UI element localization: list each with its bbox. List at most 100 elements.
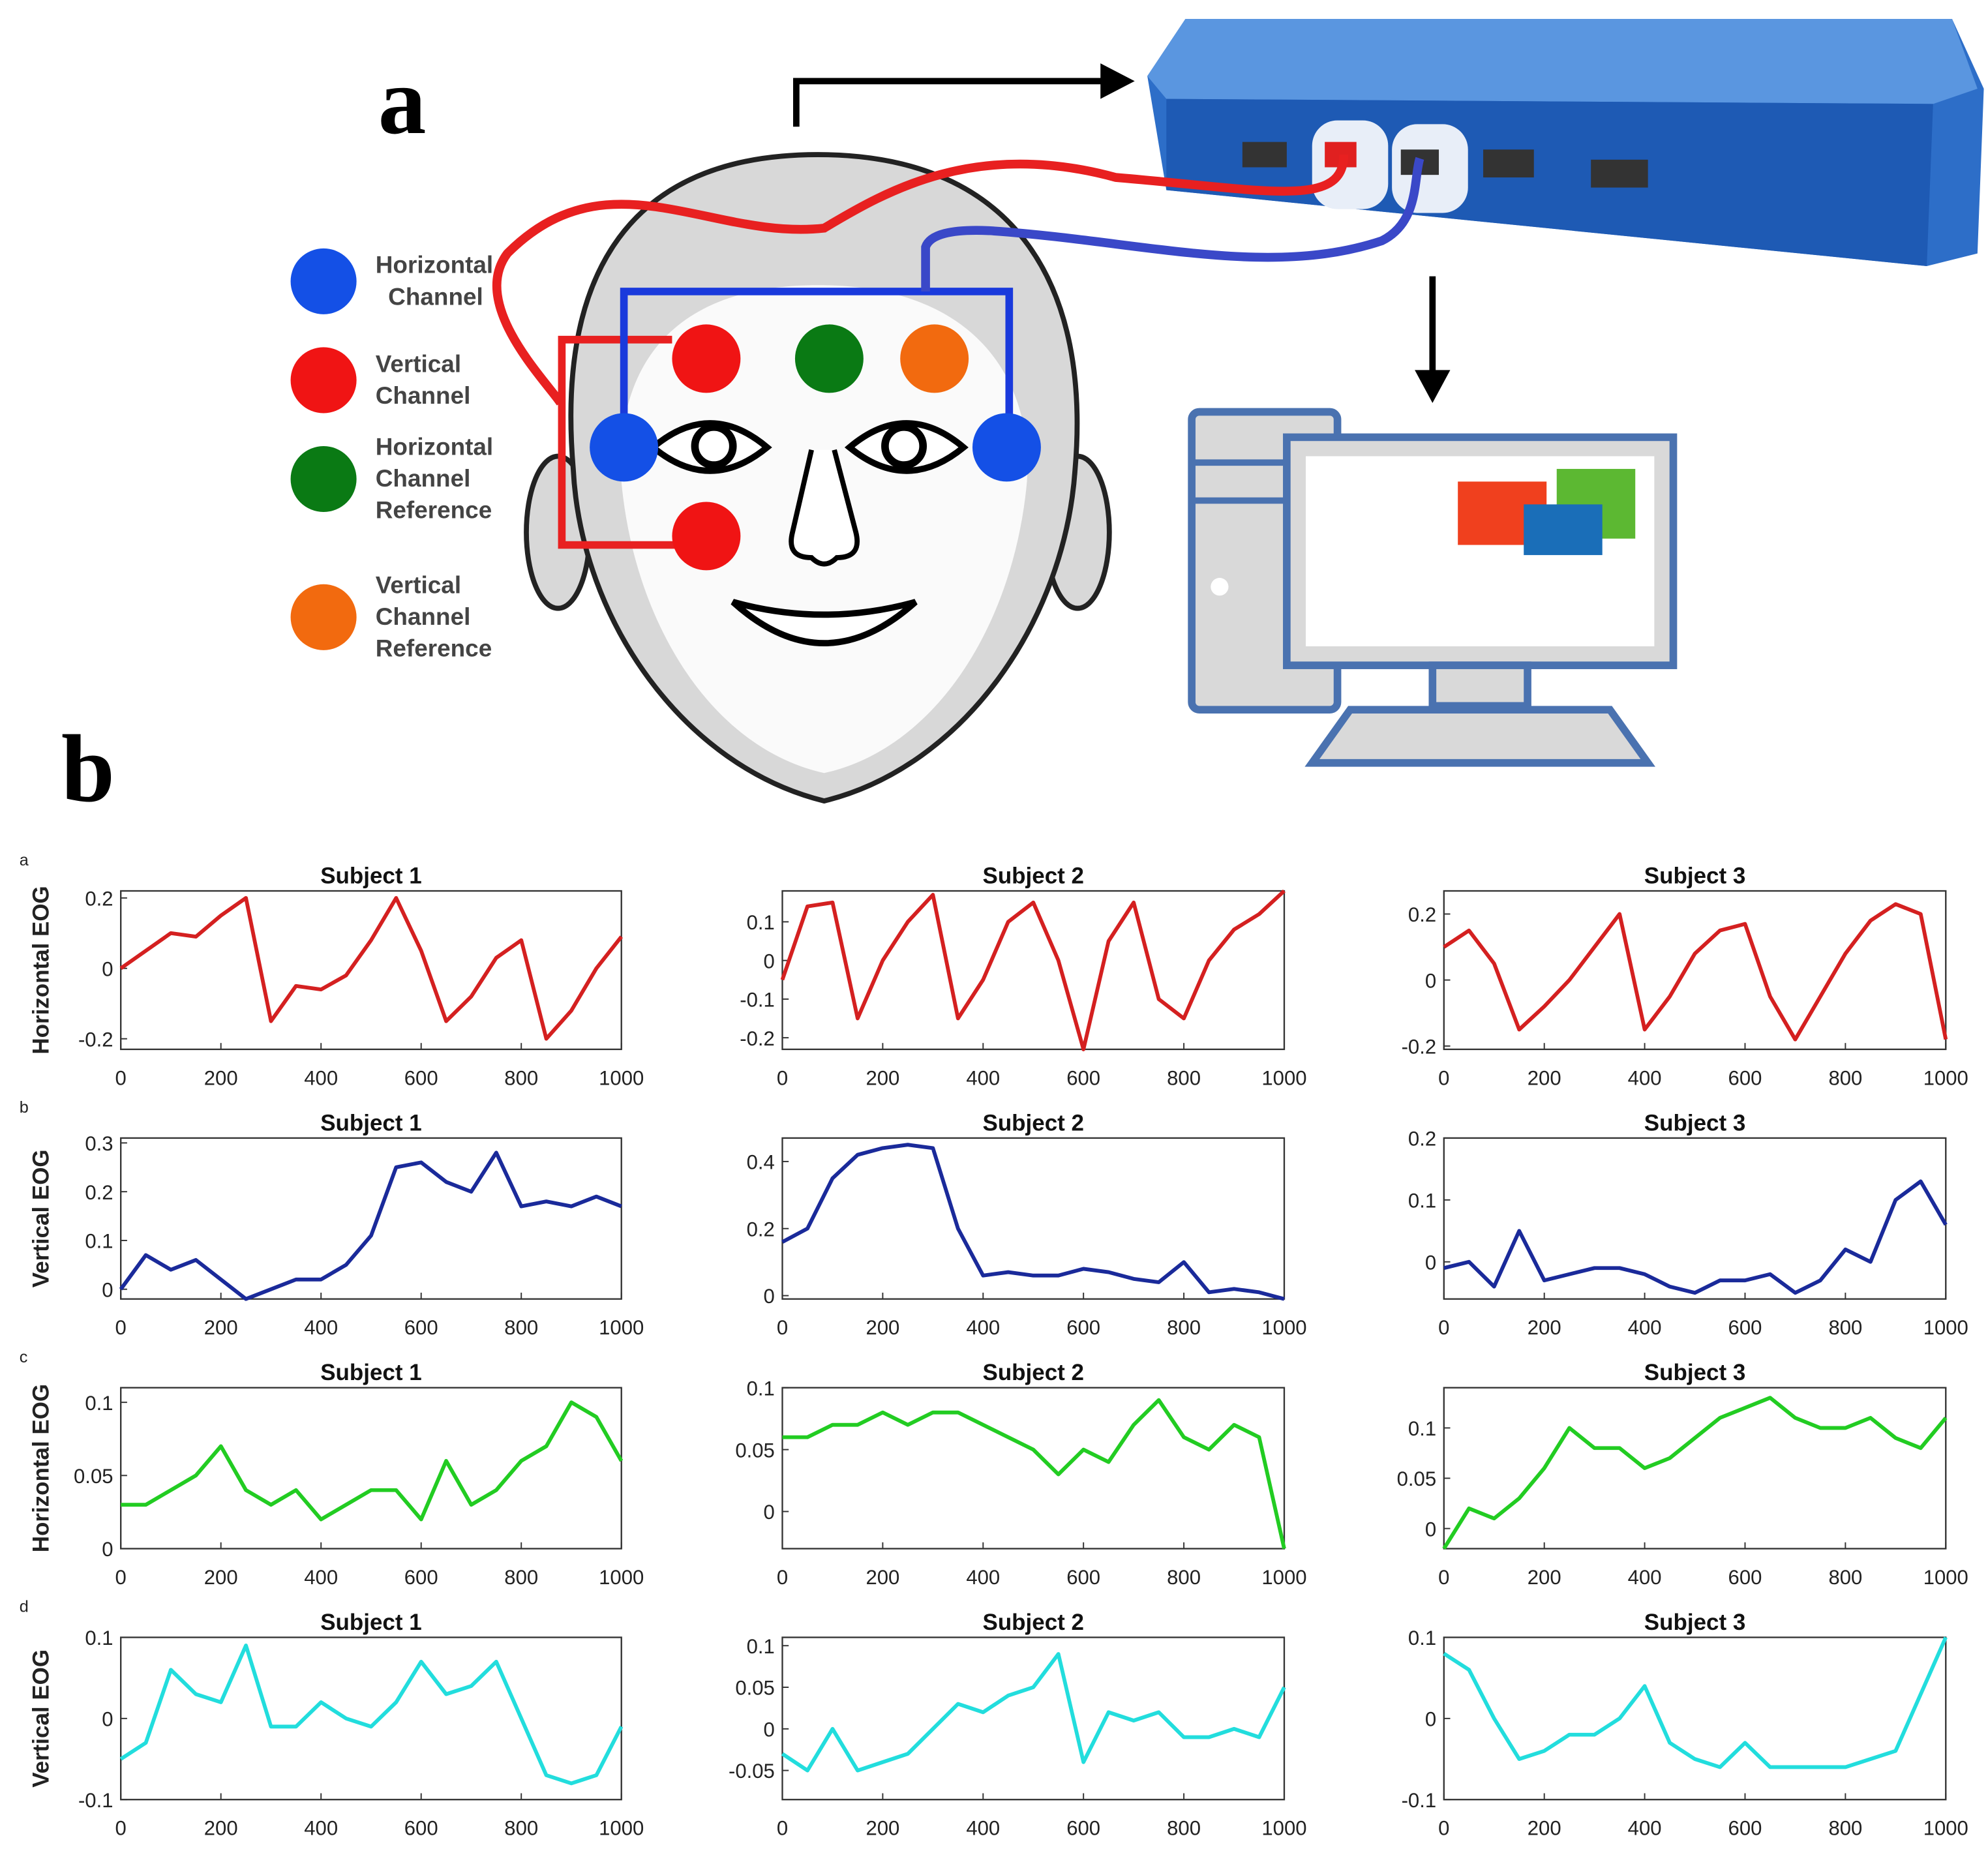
y-tick-label: -0.2 [1402, 1035, 1437, 1058]
x-tick-label: 200 [1528, 1316, 1561, 1339]
x-tick-label: 600 [1728, 1566, 1762, 1589]
x-tick-label: 1000 [1261, 1316, 1306, 1339]
plot-area [781, 1137, 1286, 1300]
x-tick-label: 800 [1167, 1817, 1201, 1840]
wire [492, 154, 1349, 406]
x-tick-label: 600 [404, 1566, 438, 1589]
y-tick-label: 0 [764, 1718, 775, 1741]
wire [921, 157, 1424, 292]
y-tick-label: 0.2 [747, 1218, 775, 1240]
plot-area [781, 1636, 1286, 1801]
x-tick-label: 600 [1728, 1066, 1762, 1089]
chart: 0 200 400 600 800 1000 0 0.05 0.1 Subject 3 [1397, 1360, 1968, 1589]
legend-label: Channel [388, 283, 483, 310]
data-line [121, 1400, 624, 1522]
x-tick-label: 200 [204, 1066, 238, 1089]
legend-label: Horizontal [376, 252, 493, 278]
stand [1428, 661, 1531, 710]
x-tick-label: 200 [1528, 1066, 1561, 1089]
electrode [672, 502, 741, 571]
arrowhead [1100, 63, 1135, 99]
plot-area [120, 890, 622, 1051]
y-tick-label: 0.1 [85, 1392, 113, 1415]
y-tick-label: 0 [102, 1278, 113, 1301]
y-tick-label: 0 [102, 1708, 113, 1731]
y-tick-label: 0.1 [1408, 1627, 1436, 1649]
y-tick-label: -0.1 [1402, 1789, 1437, 1812]
legend-marker [290, 584, 357, 650]
x-tick-label: 200 [204, 1316, 238, 1339]
x-tick-label: 1000 [1923, 1066, 1968, 1089]
plot-area [120, 1387, 622, 1550]
data-line [781, 1143, 1285, 1301]
y-tick-label: 0.2 [85, 1181, 113, 1204]
x-tick-label: 0 [115, 1066, 127, 1089]
x-tick-label: 800 [1167, 1566, 1201, 1589]
chart-title: Subject 1 [320, 1110, 421, 1135]
x-tick-label: 200 [866, 1566, 899, 1589]
port [1483, 149, 1534, 178]
x-tick-label: 1000 [599, 1316, 644, 1339]
panel-label: b [61, 715, 115, 822]
x-tick-label: 0 [115, 1566, 127, 1589]
electrode [590, 413, 659, 482]
x-tick-label: 0 [1438, 1316, 1449, 1339]
legend-label: Vertical [376, 350, 461, 377]
chart: 0 200 400 600 800 1000 0 0.1 0.2 0.3 Subject 1 Vert… [20, 1098, 644, 1339]
chart: 0 200 400 600 800 1000 0 0.1 0.2 Subject 3 [1408, 1110, 1968, 1339]
chart: 0 200 400 600 800 1000 0 0.05 0.1 Subject 1 Horizo… [20, 1348, 644, 1589]
pupil [881, 423, 927, 469]
x-tick-label: 0 [1438, 1817, 1449, 1840]
y-tick-label: 0.2 [1408, 903, 1436, 926]
data-line [1443, 1636, 1948, 1769]
y-tick-label: 0.1 [747, 1635, 775, 1658]
x-tick-label: 800 [504, 1566, 538, 1589]
row-label: b [20, 1098, 29, 1117]
x-tick-label: 600 [1728, 1817, 1762, 1840]
x-tick-label: 800 [504, 1066, 538, 1089]
chart-title: Subject 1 [320, 1360, 421, 1385]
x-tick-label: 1000 [1261, 1817, 1306, 1840]
electrode [972, 413, 1041, 482]
row-label: a [20, 851, 29, 869]
diagram: a b [61, 19, 1984, 822]
x-tick-label: 800 [1167, 1316, 1201, 1339]
y-tick-label: 0.3 [85, 1132, 113, 1155]
nose [789, 449, 860, 567]
data-line [119, 895, 624, 1041]
electrode [672, 324, 741, 393]
plot-area [781, 1387, 1286, 1550]
chart-title: Subject 1 [320, 1610, 421, 1635]
x-tick-label: 600 [1066, 1066, 1100, 1089]
x-tick-label: 1000 [599, 1566, 644, 1589]
y-tick-label: -0.2 [78, 1028, 113, 1051]
x-tick-label: 1000 [599, 1817, 644, 1840]
y-tick-label: 0.1 [747, 1377, 775, 1400]
arrow [793, 78, 1104, 127]
x-tick-label: 400 [966, 1566, 1000, 1589]
y-tick-label: 0 [1425, 1518, 1436, 1541]
y-tick-label: -0.05 [729, 1760, 775, 1782]
wire [558, 335, 706, 549]
y-tick-label: 0.1 [85, 1230, 113, 1253]
x-tick-label: 200 [866, 1316, 899, 1339]
port [1591, 159, 1648, 188]
x-tick-label: 600 [1066, 1817, 1100, 1840]
x-tick-label: 600 [404, 1066, 438, 1089]
x-tick-label: 600 [1066, 1566, 1100, 1589]
x-tick-label: 0 [777, 1566, 788, 1589]
x-tick-label: 400 [1628, 1066, 1662, 1089]
y-tick-label: 0.1 [1408, 1189, 1436, 1212]
x-tick-label: 200 [866, 1066, 899, 1089]
mouth [730, 599, 918, 646]
x-tick-label: 0 [777, 1316, 788, 1339]
wire [620, 288, 1014, 447]
y-tick-label: 0.2 [85, 887, 113, 910]
x-tick-label: 200 [204, 1566, 238, 1589]
legend-label: Vertical [376, 571, 461, 598]
data-line [1442, 1396, 1948, 1550]
chart: 0 200 400 600 800 1000 0 0.2 0.4 Subject 2 [747, 1110, 1307, 1339]
